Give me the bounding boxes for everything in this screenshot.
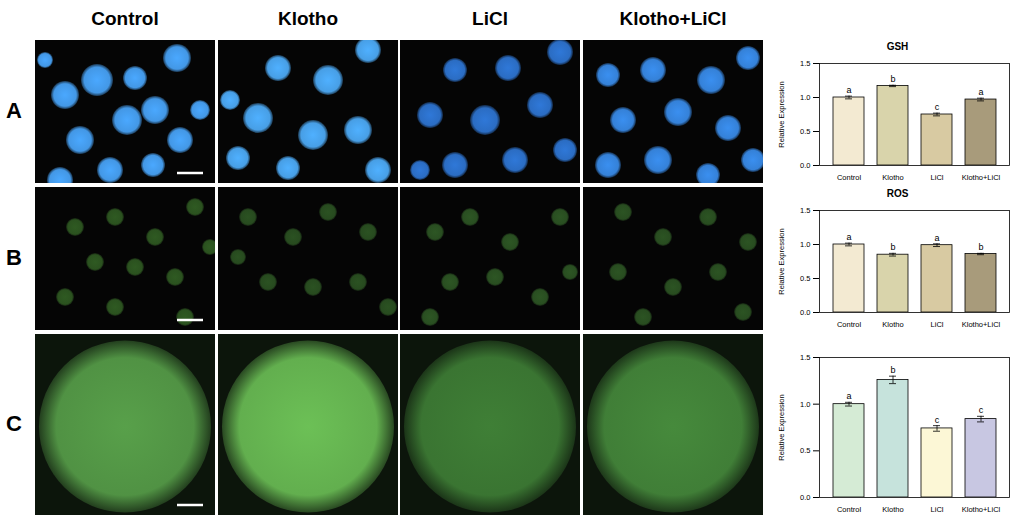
html-text:Klotho+LiCl: Klotho+LiCl [619, 8, 727, 29]
svg-text:Klotho: Klotho [882, 505, 903, 514]
svg-text:LiCl: LiCl [931, 505, 944, 514]
svg-text:Klotho: Klotho [882, 173, 903, 182]
svg-text:1.5: 1.5 [800, 206, 810, 215]
svg-text:c: c [935, 102, 940, 112]
svg-text:LiCl: LiCl [931, 173, 944, 182]
svg-text:a: a [978, 87, 983, 97]
svg-text:0.0: 0.0 [800, 493, 810, 502]
svg-text:Control: Control [837, 505, 862, 514]
svg-text:Relative Expression: Relative Expression [777, 394, 786, 460]
svg-text:b: b [890, 365, 895, 375]
svg-text:a: a [846, 85, 851, 95]
svg-text:Klotho+LiCl: Klotho+LiCl [962, 320, 1001, 329]
svg-text:c: c [979, 405, 984, 415]
html-text:B: B [6, 244, 22, 270]
html-text:Control: Control [91, 8, 159, 29]
svg-text:Relative Expression: Relative Expression [777, 81, 786, 147]
svg-text:Klotho: Klotho [882, 320, 903, 329]
svg-text:1.0: 1.0 [800, 240, 810, 249]
svg-text:Relative Expression: Relative Expression [777, 228, 786, 294]
svg-text:a: a [846, 391, 851, 401]
svg-text:LiCl: LiCl [931, 320, 944, 329]
svg-text:Control: Control [837, 173, 862, 182]
svg-text:c: c [935, 415, 940, 425]
html-text:GSH: GSH [886, 41, 909, 52]
html-text:A: A [6, 97, 22, 123]
html-text:Klotho: Klotho [277, 8, 339, 29]
html-text:ROS: ROS [886, 188, 909, 199]
svg-text:1.5: 1.5 [800, 353, 810, 362]
svg-text:a: a [934, 233, 939, 243]
svg-text:b: b [890, 74, 895, 84]
svg-text:1.0: 1.0 [800, 93, 810, 102]
html-text:C: C [6, 410, 22, 436]
svg-text:1.0: 1.0 [800, 400, 810, 409]
svg-text:0.0: 0.0 [800, 161, 810, 170]
svg-text:b: b [978, 242, 983, 252]
svg-text:Control: Control [837, 320, 862, 329]
svg-text:0.5: 0.5 [800, 446, 810, 455]
svg-text:b: b [890, 242, 895, 252]
svg-text:0.5: 0.5 [800, 274, 810, 283]
html-text:LiCl: LiCl [472, 8, 508, 29]
svg-text:a: a [846, 232, 851, 242]
svg-text:0.0: 0.0 [800, 308, 810, 317]
svg-text:Klotho+LiCl: Klotho+LiCl [962, 505, 1001, 514]
svg-text:0.5: 0.5 [800, 127, 810, 136]
svg-text:1.5: 1.5 [800, 59, 810, 68]
svg-text:Klotho+LiCl: Klotho+LiCl [962, 173, 1001, 182]
